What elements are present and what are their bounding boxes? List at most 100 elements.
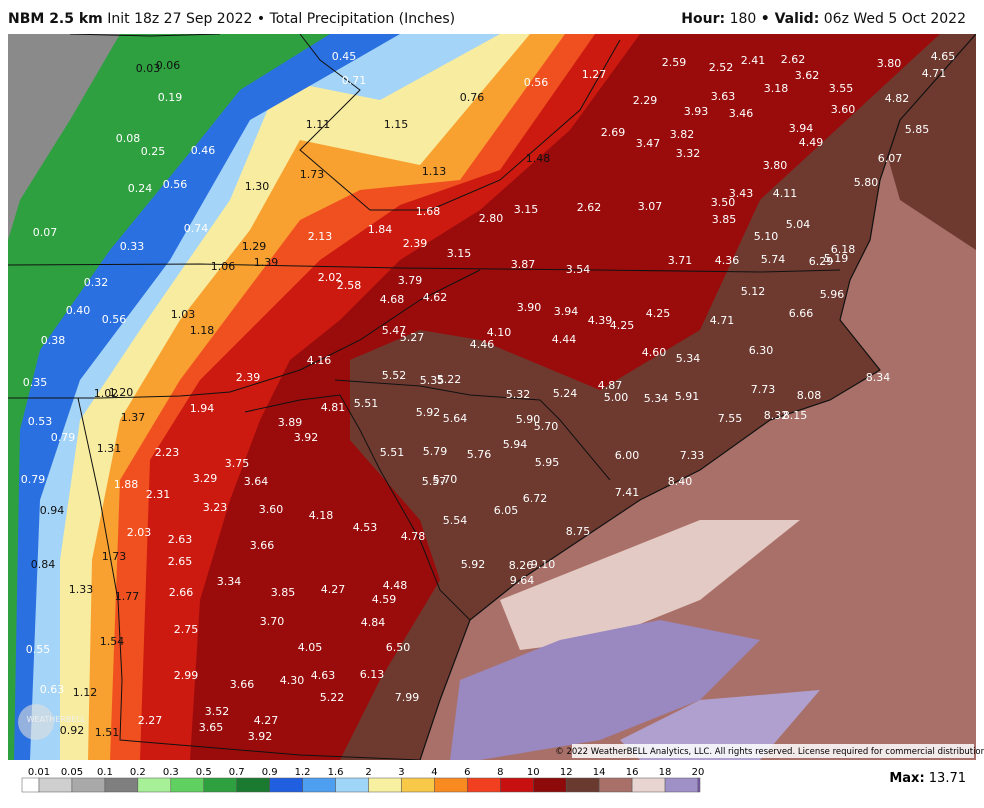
- value-label: 5.12: [741, 285, 766, 298]
- value-label: 2.31: [146, 488, 171, 501]
- value-label: 3.93: [684, 105, 709, 118]
- value-label: 1.03: [171, 308, 196, 321]
- value-label: 5.04: [786, 218, 811, 231]
- valid-label: • Valid:: [760, 11, 820, 27]
- value-label: 4.48: [383, 579, 408, 592]
- value-label: 1.51: [95, 726, 120, 739]
- colorbar-label: 0.05: [61, 767, 83, 778]
- value-label: 3.15: [447, 247, 472, 260]
- value-label: 5.70: [433, 473, 458, 486]
- value-label: 4.60: [642, 346, 667, 359]
- value-label: 3.82: [670, 128, 695, 141]
- value-label: 4.59: [372, 593, 397, 606]
- value-label: 1.77: [115, 590, 140, 603]
- value-label: 3.55: [829, 82, 854, 95]
- colorbar-swatch: [664, 777, 699, 793]
- value-label: 4.39: [588, 314, 613, 327]
- value-label: 0.79: [21, 473, 46, 486]
- value-label: 5.19: [824, 252, 849, 265]
- colorbar-swatch: [137, 777, 172, 793]
- colorbar-label: 2: [365, 767, 371, 778]
- colorbar-label: 1.6: [328, 767, 344, 778]
- value-label: 9.10: [531, 558, 556, 571]
- precip-field: [8, 34, 976, 760]
- value-label: 1.31: [97, 442, 122, 455]
- value-label: 4.11: [773, 187, 798, 200]
- value-label: 5.76: [467, 448, 492, 461]
- value-label: 1.02: [94, 387, 119, 400]
- value-label: 4.81: [321, 401, 346, 414]
- value-label: 6.00: [615, 449, 640, 462]
- value-label: 4.25: [610, 319, 635, 332]
- value-label: 3.75: [225, 457, 250, 470]
- value-label: 6.66: [789, 307, 814, 320]
- colorbar-swatch: [269, 777, 303, 793]
- value-label: 0.53: [28, 415, 53, 428]
- colorbar-swatch: [203, 777, 237, 793]
- value-label: 2.39: [403, 237, 428, 250]
- ocean-purple: [450, 620, 760, 760]
- value-label: 4.68: [380, 293, 405, 306]
- value-label: 1.88: [114, 478, 139, 491]
- value-label: 8.15: [783, 409, 808, 422]
- colorbar-swatch: [335, 777, 369, 793]
- value-label: 3.23: [203, 501, 228, 514]
- value-label: 5.35: [420, 374, 445, 387]
- value-label: 4.49: [799, 136, 824, 149]
- logo: WEATHERBELL: [27, 715, 86, 724]
- header-left: NBM 2.5 km Init 18z 27 Sep 2022 • Total …: [8, 11, 455, 27]
- value-label: 4.71: [710, 314, 735, 327]
- value-label: 0.24: [128, 182, 153, 195]
- colorbar-label: 0.5: [196, 767, 212, 778]
- value-label: 5.54: [443, 514, 468, 527]
- value-label: 0.25: [141, 145, 166, 158]
- value-label: 2.02: [318, 271, 343, 284]
- value-label: 5.92: [416, 406, 441, 419]
- value-label: 0.35: [23, 376, 48, 389]
- value-label: 2.62: [781, 53, 806, 66]
- value-label: 1.54: [100, 635, 125, 648]
- value-label: 1.94: [190, 402, 215, 415]
- value-label: 5.74: [761, 253, 786, 266]
- value-label: 1.73: [102, 550, 127, 563]
- colorbar-label: 0.7: [229, 767, 245, 778]
- value-label: 2.41: [741, 54, 766, 67]
- value-label: 0.32: [84, 276, 109, 289]
- colorbar-label: 20: [692, 767, 705, 778]
- colorbar-label: 3: [398, 767, 404, 778]
- value-label: 6.07: [878, 152, 903, 165]
- value-label: 4.71: [922, 67, 947, 80]
- value-label: 6.18: [831, 243, 856, 256]
- value-label: 0.19: [158, 91, 183, 104]
- value-label: 1.13: [422, 165, 447, 178]
- colorbar-swatch: [21, 777, 40, 793]
- colorbar-swatch: [236, 777, 270, 793]
- hour: 180: [729, 11, 757, 27]
- model: NBM 2.5 km: [8, 11, 103, 27]
- value-label: 3.34: [217, 575, 242, 588]
- logo-mark: [18, 704, 54, 740]
- value-label: 5.47: [382, 324, 407, 337]
- value-label: 0.71: [342, 74, 367, 87]
- value-label: 0.63: [40, 683, 65, 696]
- colorbar-swatch: [302, 777, 336, 793]
- value-label: 4.10: [487, 326, 512, 339]
- value-label: 0.84: [31, 558, 56, 571]
- value-label: 2.29: [633, 94, 658, 107]
- value-label: 2.99: [174, 669, 199, 682]
- value-label: 1.15: [384, 118, 409, 131]
- value-label: 3.71: [668, 254, 693, 267]
- ocean-lavender: [620, 690, 820, 760]
- value-label: 7.41: [615, 486, 640, 499]
- value-label: 5.27: [400, 331, 425, 344]
- value-label: 2.27: [138, 714, 163, 727]
- value-label: 5.91: [675, 390, 700, 403]
- value-label: 3.07: [638, 200, 663, 213]
- value-label: 3.29: [193, 472, 218, 485]
- value-label: 1.48: [526, 152, 551, 165]
- value-label: 3.92: [294, 431, 319, 444]
- colorbar-swatch: [598, 777, 633, 793]
- value-label: 3.43: [729, 187, 754, 200]
- colorbar-label: 0.01: [28, 767, 50, 778]
